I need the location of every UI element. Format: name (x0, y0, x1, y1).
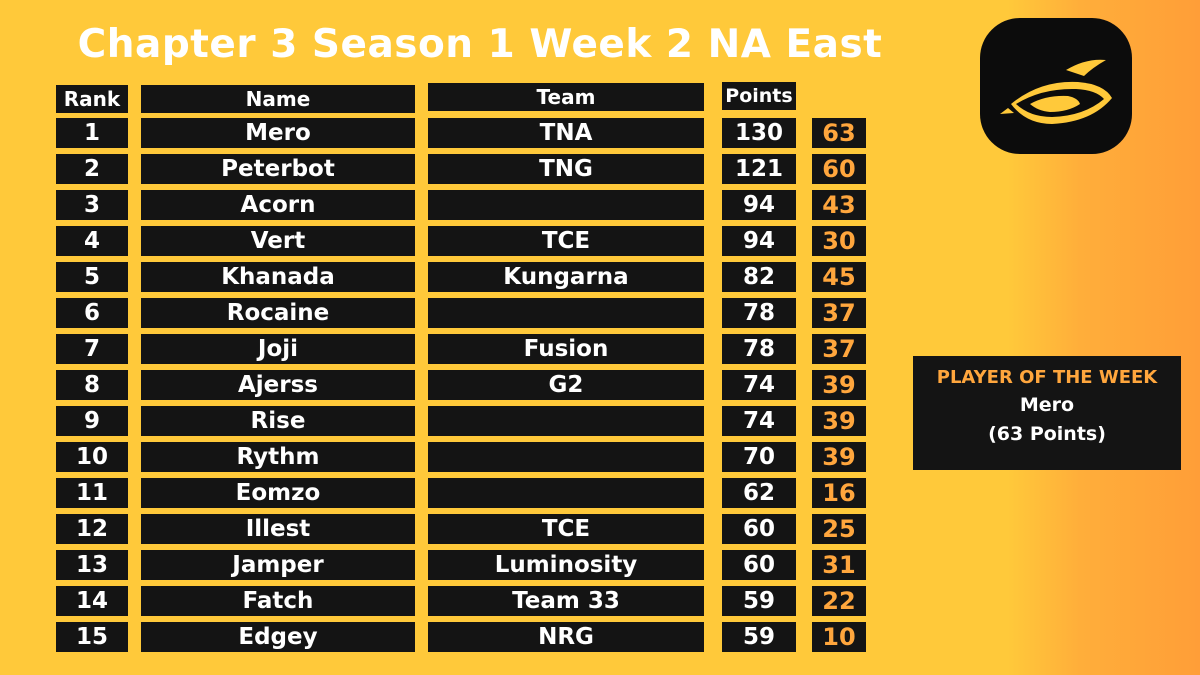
points-cell: 78 (722, 298, 796, 328)
points-cell: 62 (722, 478, 796, 508)
week-points-cell: 10 (812, 622, 866, 652)
team-cell: Luminosity (428, 550, 704, 580)
name-cell: Eomzo (141, 478, 415, 508)
points-cell: 60 (722, 550, 796, 580)
name-cell: Jamper (141, 550, 415, 580)
name-cell: Edgey (141, 622, 415, 652)
week-points-cell: 25 (812, 514, 866, 544)
points-cell: 59 (722, 586, 796, 616)
points-cell: 78 (722, 334, 796, 364)
rank-cell: 11 (56, 478, 128, 508)
header-name: Name (141, 85, 415, 113)
points-cell: 94 (722, 226, 796, 256)
team-cell (428, 190, 704, 220)
name-cell: Rythm (141, 442, 415, 472)
name-cell: Peterbot (141, 154, 415, 184)
name-cell: Fatch (141, 586, 415, 616)
rank-cell: 4 (56, 226, 128, 256)
points-cell: 121 (722, 154, 796, 184)
points-cell: 70 (722, 442, 796, 472)
points-cell: 59 (722, 622, 796, 652)
week-points-cell: 43 (812, 190, 866, 220)
name-cell: Khanada (141, 262, 415, 292)
header-team: Team (428, 83, 704, 111)
week-points-cell: 31 (812, 550, 866, 580)
week-points-cell: 30 (812, 226, 866, 256)
points-cell: 74 (722, 370, 796, 400)
rank-cell: 10 (56, 442, 128, 472)
player-of-the-week-points: (63 Points) (988, 423, 1106, 445)
team-cell: Team 33 (428, 586, 704, 616)
week-points-cell: 45 (812, 262, 866, 292)
rank-cell: 3 (56, 190, 128, 220)
page-title: Chapter 3 Season 1 Week 2 NA East (77, 22, 883, 67)
header-points: Points (722, 82, 796, 110)
rank-cell: 15 (56, 622, 128, 652)
player-of-the-week-panel: PLAYER OF THE WEEK Mero (63 Points) (913, 356, 1181, 470)
team-cell: TNG (428, 154, 704, 184)
player-of-the-week-title: PLAYER OF THE WEEK (936, 367, 1158, 388)
rank-cell: 5 (56, 262, 128, 292)
team-cell: Fusion (428, 334, 704, 364)
name-cell: Rise (141, 406, 415, 436)
name-cell: Mero (141, 118, 415, 148)
name-cell: Illest (141, 514, 415, 544)
points-cell: 94 (722, 190, 796, 220)
week-points-cell: 16 (812, 478, 866, 508)
name-cell: Ajerss (141, 370, 415, 400)
team-cell (428, 478, 704, 508)
team-cell: G2 (428, 370, 704, 400)
team-cell: TCE (428, 226, 704, 256)
points-cell: 82 (722, 262, 796, 292)
points-cell: 74 (722, 406, 796, 436)
rank-cell: 1 (56, 118, 128, 148)
name-cell: Acorn (141, 190, 415, 220)
name-cell: Joji (141, 334, 415, 364)
rank-cell: 8 (56, 370, 128, 400)
week-points-cell: 39 (812, 370, 866, 400)
team-cell (428, 406, 704, 436)
name-cell: Rocaine (141, 298, 415, 328)
name-cell: Vert (141, 226, 415, 256)
team-cell: NRG (428, 622, 704, 652)
week-points-cell: 60 (812, 154, 866, 184)
team-cell (428, 442, 704, 472)
brand-logo (980, 18, 1132, 154)
rank-cell: 13 (56, 550, 128, 580)
week-points-cell: 37 (812, 298, 866, 328)
rank-cell: 14 (56, 586, 128, 616)
rank-cell: 9 (56, 406, 128, 436)
player-of-the-week-name: Mero (1019, 394, 1075, 416)
week-points-cell: 63 (812, 118, 866, 148)
rank-cell: 6 (56, 298, 128, 328)
week-points-cell: 22 (812, 586, 866, 616)
rank-cell: 7 (56, 334, 128, 364)
rank-cell: 2 (56, 154, 128, 184)
team-cell: Kungarna (428, 262, 704, 292)
team-cell: TCE (428, 514, 704, 544)
eye-logo-icon (1000, 59, 1112, 124)
header-rank: Rank (56, 85, 128, 113)
week-points-cell: 39 (812, 442, 866, 472)
points-cell: 130 (722, 118, 796, 148)
week-points-cell: 37 (812, 334, 866, 364)
points-cell: 60 (722, 514, 796, 544)
rank-cell: 12 (56, 514, 128, 544)
week-points-cell: 39 (812, 406, 866, 436)
team-cell: TNA (428, 118, 704, 148)
team-cell (428, 298, 704, 328)
